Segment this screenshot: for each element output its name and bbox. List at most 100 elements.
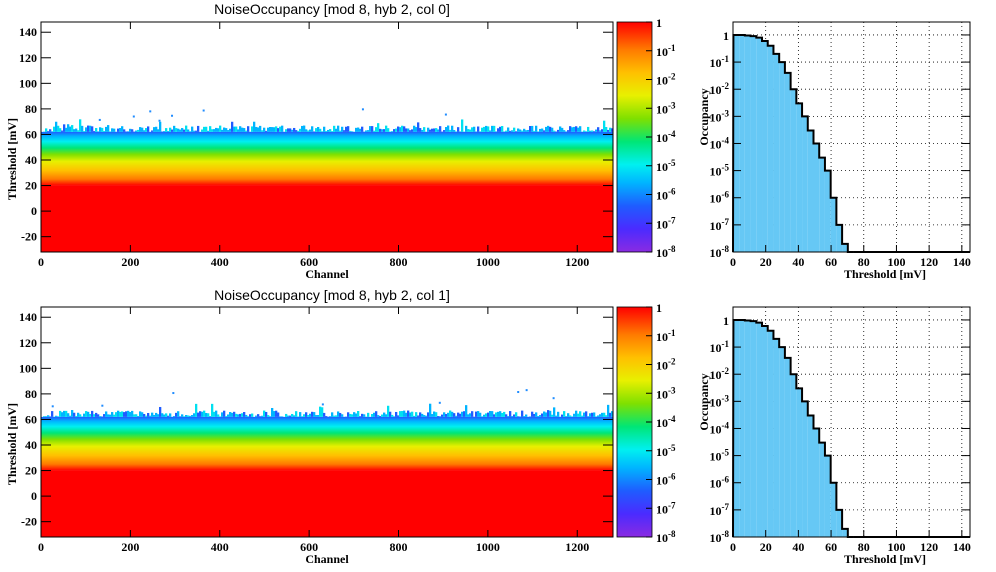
hist1-ytick-label: 10-7 xyxy=(710,502,730,518)
hist1-xtick-label: 0 xyxy=(730,540,736,554)
hist0-ytick-label: 10-2 xyxy=(710,81,730,97)
hist0-bar xyxy=(773,53,780,253)
hist1-bar xyxy=(824,455,831,537)
hist0-ytick-label: 10-7 xyxy=(710,217,730,233)
hist0-bar xyxy=(836,224,843,252)
hm0-saturated-region xyxy=(41,185,613,252)
hist1-ytick-label: 1 xyxy=(723,314,729,328)
hist0-bar xyxy=(750,36,757,252)
hist0-bar xyxy=(779,62,785,253)
hist1-xtick-label: 20 xyxy=(760,540,772,554)
hm0-xtick-label: 0 xyxy=(38,255,44,269)
hm0-colorbar-label: 10-6 xyxy=(656,187,676,203)
hm1-frame xyxy=(40,306,614,538)
hm0-xlabel: Channel xyxy=(305,267,349,281)
hm0-noise-edge-pixels xyxy=(41,108,614,132)
hist1-bar xyxy=(750,321,757,537)
hm1-xtick-label: 1000 xyxy=(476,540,500,554)
hm0-xtick-label: 400 xyxy=(211,255,229,269)
hist1-bar xyxy=(744,320,751,537)
hm1-noise-edge-pixels xyxy=(41,389,614,417)
hist1-xtick-label: 120 xyxy=(920,540,938,554)
hist1-xtick-label: 140 xyxy=(953,540,971,554)
hist0-bar xyxy=(842,243,848,252)
hist0-ytick-label: 1 xyxy=(723,29,729,43)
hm0-ytick-label: 140 xyxy=(19,25,37,39)
hist0-bar xyxy=(824,170,831,252)
hm0-ytick-label: 100 xyxy=(19,76,37,90)
hm1-ytick-label: 100 xyxy=(19,361,37,375)
hist0-bar xyxy=(790,89,797,252)
hm1-transition-band xyxy=(41,416,613,471)
hist1-bar xyxy=(779,347,785,537)
hm1-colorbar-label: 10-2 xyxy=(656,357,676,373)
hm0-colorbar-label: 10-4 xyxy=(656,129,676,145)
hist1-ytick-label: 10-6 xyxy=(710,475,730,491)
hist1-frame xyxy=(732,306,971,538)
hm1-colorbar-label: 10-3 xyxy=(656,385,676,401)
hist1-bar xyxy=(784,357,791,537)
hm1-xtick-label: 0 xyxy=(38,540,44,554)
hist0-xtick-label: 40 xyxy=(792,255,804,269)
hm0-ylabel: Threshold [mV] xyxy=(5,118,19,200)
hm1-colorbar-label: 10-6 xyxy=(656,472,676,488)
hm0-colorbar-label: 1 xyxy=(656,16,662,30)
hm1-ytick-label: 20 xyxy=(25,464,37,478)
hm1-colorbar-label: 1 xyxy=(656,301,662,315)
hm1-ytick-label: 80 xyxy=(25,387,37,401)
hm0-ytick-label: 20 xyxy=(25,179,37,193)
hm0-ytick-label: 120 xyxy=(19,51,37,65)
hm1-ytick-label: 40 xyxy=(25,438,37,452)
hm1-xtick-label: 400 xyxy=(211,540,229,554)
hist0-bar xyxy=(819,157,825,252)
hist0-bar xyxy=(784,72,791,252)
hist1-bar xyxy=(836,509,843,537)
hist1-xtick-label: 80 xyxy=(858,540,870,554)
hm0-xtick-label: 1000 xyxy=(476,255,500,269)
hm0-xtick-label: 200 xyxy=(121,255,139,269)
hist1-xtick-label: 100 xyxy=(887,540,905,554)
hist0-xtick-label: 60 xyxy=(825,255,837,269)
hist1-bar xyxy=(842,528,848,537)
hist1-bar xyxy=(813,428,820,537)
hist1-ytick-label: 10-8 xyxy=(710,529,730,545)
hm0-colorbar-label: 10-8 xyxy=(656,244,676,260)
hist1-ylabel: Occupancy xyxy=(697,373,711,430)
hist0-ytick-label: 10-3 xyxy=(710,108,730,124)
hist1-bar xyxy=(830,482,837,537)
hist0-ytick-label: 10-8 xyxy=(710,244,730,260)
hist1-xtick-label: 40 xyxy=(792,540,804,554)
hist0-bar xyxy=(813,143,820,252)
hm0-colorbar-label: 10-2 xyxy=(656,72,676,88)
hist0-ytick-label: 10-1 xyxy=(710,54,730,70)
hist0-bar xyxy=(744,35,751,252)
hist0-xtick-label: 100 xyxy=(887,255,905,269)
hist1-bar xyxy=(773,338,780,537)
hm0-xtick-label: 800 xyxy=(390,255,408,269)
hist1-ytick-label: 10-4 xyxy=(710,420,730,436)
hist0-bar xyxy=(807,130,814,252)
hm1-colorbar-label: 10-8 xyxy=(656,529,676,545)
hist0-bar xyxy=(756,37,763,253)
hist0-bar xyxy=(830,197,837,252)
hm0-colorbar-label: 10-7 xyxy=(656,215,676,231)
hm0-ytick-label: 80 xyxy=(25,102,37,116)
hm1-colorbar-label: 10-5 xyxy=(656,443,676,459)
hist1-ytick-label: 10-2 xyxy=(710,366,730,382)
hist0-bar xyxy=(739,34,745,252)
hm1-xtick-label: 600 xyxy=(300,540,318,554)
hm1-colorbar-label: 10-1 xyxy=(656,328,676,344)
hist0-bar xyxy=(796,103,803,252)
hm0-ytick-label: 0 xyxy=(31,204,37,218)
hist0-xtick-label: 80 xyxy=(858,255,870,269)
hist1-bar xyxy=(767,330,774,537)
hist0-bar xyxy=(762,40,768,252)
hm1-title: NoiseOccupancy [mod 8, hyb 2, col 1] xyxy=(214,287,450,303)
hm1-colorbar-label: 10-7 xyxy=(656,500,676,516)
hist0-bar xyxy=(767,45,774,252)
hm1-xlabel: Channel xyxy=(305,552,349,566)
hist1-ytick-label: 10-5 xyxy=(710,448,730,464)
hist1-bar xyxy=(756,322,763,537)
hist1-xlabel: Threshold [mV] xyxy=(844,552,926,566)
